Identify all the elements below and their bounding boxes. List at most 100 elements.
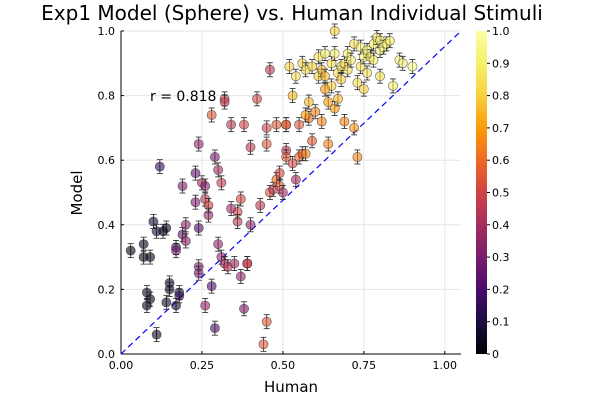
- data-point: [216, 177, 227, 188]
- data-point: [213, 164, 224, 175]
- colorbar-tick-label: 0.7: [492, 122, 510, 135]
- colorbar-tick-label: 0.2: [492, 283, 510, 296]
- y-tick-label: 0.0: [98, 348, 116, 361]
- data-point: [242, 258, 253, 269]
- data-point: [193, 268, 204, 279]
- data-point: [384, 35, 395, 46]
- data-point: [190, 197, 201, 208]
- data-point: [229, 258, 240, 269]
- data-point: [219, 97, 230, 108]
- data-point: [271, 119, 282, 130]
- data-point: [397, 58, 408, 69]
- data-point: [320, 48, 330, 59]
- data-point: [226, 119, 237, 130]
- x-tick-label: 0.00: [109, 359, 134, 372]
- data-point: [265, 64, 275, 75]
- x-tick-label: 0.25: [190, 359, 215, 372]
- data-point: [320, 71, 330, 82]
- data-point: [281, 119, 292, 130]
- data-point: [235, 271, 246, 282]
- colorbar-tick-label: 1.0: [492, 25, 510, 38]
- data-point: [362, 68, 373, 78]
- data-point: [375, 71, 385, 82]
- data-point: [307, 61, 317, 72]
- data-point: [323, 139, 334, 149]
- data-point: [368, 55, 379, 66]
- data-point: [261, 122, 272, 133]
- data-point: [245, 219, 256, 230]
- data-point: [284, 61, 295, 72]
- data-point: [329, 26, 340, 36]
- plot-area: 0.00 0.25 0.50 0.75 1.00 0.0 0.2 0.4 0.6 0.8 1.0: [98, 23, 462, 372]
- x-tick-label: 0.50: [271, 359, 296, 372]
- data-point: [339, 116, 350, 127]
- data-point: [138, 239, 149, 250]
- y-tick-label: 0.6: [98, 154, 116, 167]
- data-point: [200, 300, 211, 311]
- chart-title: Exp1 Model (Sphere) vs. Human Individual…: [41, 1, 543, 25]
- data-point: [300, 110, 311, 120]
- data-point: [323, 97, 334, 108]
- data-point: [164, 284, 175, 295]
- data-point: [310, 106, 321, 117]
- data-point: [287, 90, 298, 101]
- data-point: [154, 161, 165, 172]
- x-tick-label: 0.75: [352, 359, 377, 372]
- data-point: [287, 158, 298, 169]
- colorbar-tick-label: 0.4: [492, 219, 510, 232]
- data-point: [193, 223, 204, 233]
- identity-line: [120, 30, 462, 355]
- data-point: [151, 329, 162, 340]
- data-point: [290, 71, 301, 82]
- data-point: [358, 84, 369, 95]
- colorbar-gradient: [476, 31, 487, 354]
- colorbar-tick-label: 0.9: [492, 57, 510, 70]
- y-tick-label: 0.2: [98, 283, 116, 296]
- colorbar: 0 0.1 0.2 0.3 0.4 0.5 0.6 0.7 0.8 0.9 1.0: [476, 25, 510, 361]
- data-point: [239, 119, 249, 130]
- x-axis-label: Human: [264, 378, 318, 396]
- data-point: [206, 281, 217, 292]
- y-axis-label: Model: [68, 170, 86, 215]
- data-point: [333, 93, 343, 104]
- data-point: [303, 97, 314, 108]
- data-point: [209, 152, 220, 162]
- data-point: [239, 303, 249, 314]
- data-point: [180, 219, 191, 230]
- data-point: [258, 339, 269, 350]
- data-point: [274, 168, 285, 179]
- data-point: [388, 80, 398, 91]
- data-point: [336, 74, 347, 85]
- data-point: [261, 139, 272, 149]
- data-point: [213, 239, 224, 250]
- colorbar-tick-label: 0.6: [492, 154, 510, 167]
- data-point: [316, 116, 327, 127]
- data-point: [203, 210, 214, 221]
- data-point: [161, 297, 172, 308]
- colorbar-tick-label: 0.1: [492, 316, 510, 329]
- data-point: [141, 300, 152, 311]
- y-tick-label: 0.4: [98, 219, 116, 232]
- data-point: [345, 55, 356, 66]
- data-point: [235, 194, 246, 204]
- data-point: [190, 168, 201, 179]
- data-point: [352, 152, 363, 162]
- data-point: [300, 148, 311, 159]
- data-point: [245, 142, 256, 153]
- data-point: [171, 245, 181, 256]
- data-point: [193, 139, 204, 149]
- data-point: [261, 316, 272, 327]
- data-point: [226, 203, 237, 214]
- data-point: [281, 152, 292, 162]
- data-point: [177, 181, 188, 191]
- data-point: [294, 119, 305, 130]
- data-point: [277, 187, 288, 198]
- data-point: [206, 110, 217, 120]
- colorbar-tick-label: 0: [492, 348, 499, 361]
- data-point: [125, 245, 136, 256]
- data-point: [320, 84, 330, 95]
- data-point: [407, 61, 418, 72]
- data-point: [232, 216, 243, 227]
- data-point: [349, 122, 360, 133]
